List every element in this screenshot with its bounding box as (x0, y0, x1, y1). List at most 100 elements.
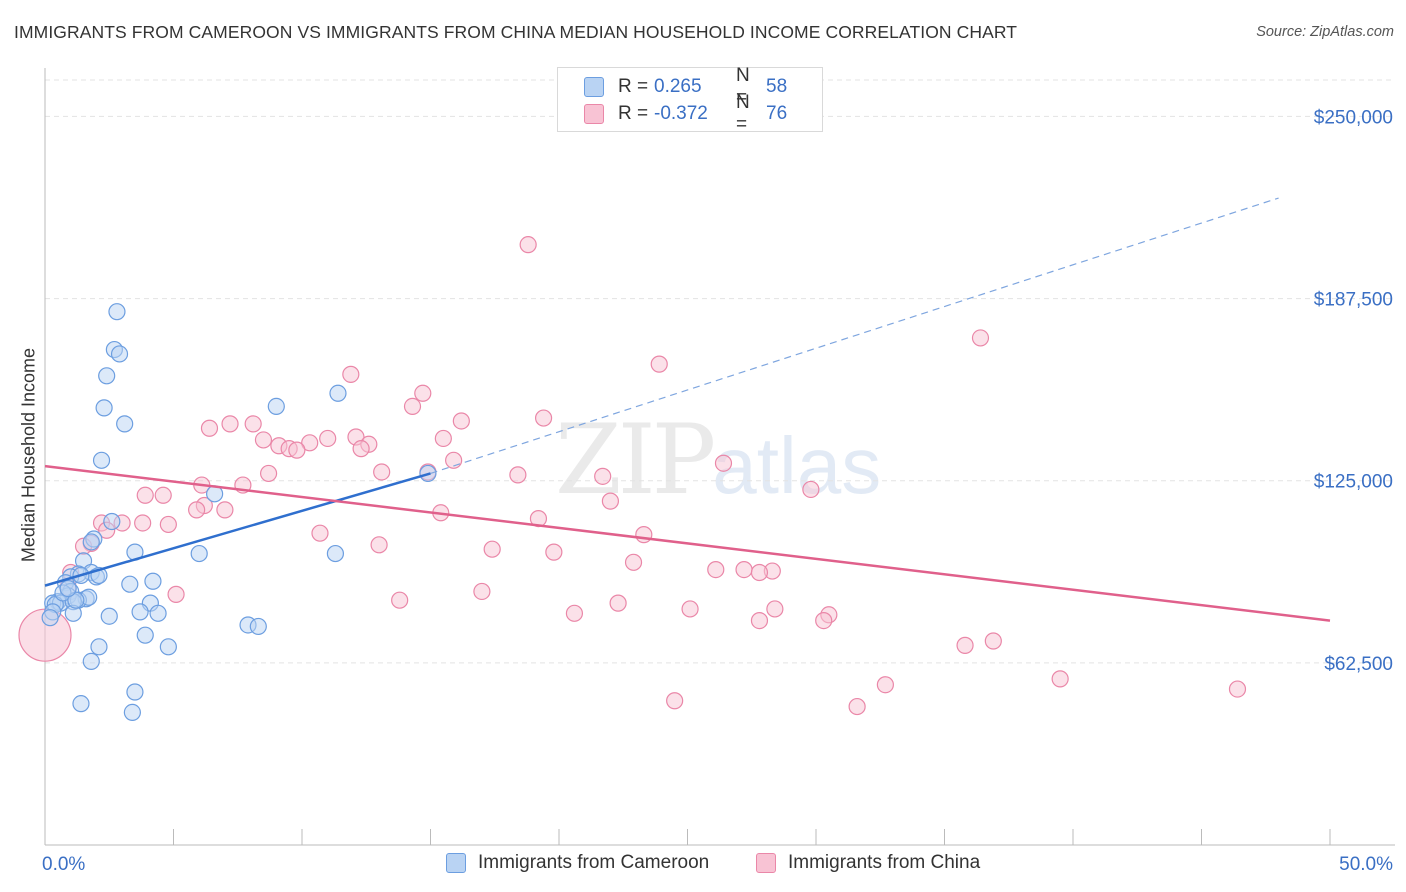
y-tick-label: $62,500 (1324, 654, 1393, 675)
legend-swatch-cameroon (584, 77, 604, 97)
x-tick-label: 50.0% (1339, 854, 1393, 875)
series-legend-china[interactable]: Immigrants from China (756, 852, 980, 874)
point-cameroon (144, 572, 162, 590)
point-china (545, 543, 563, 561)
point-cameroon (136, 626, 154, 644)
watermark-zip: ZIP (555, 404, 716, 516)
point-china (188, 501, 206, 519)
legend-n-value: 76 (766, 103, 788, 124)
y-tick-label: $125,000 (1314, 472, 1393, 493)
point-cameroon (98, 367, 116, 385)
point-china (414, 384, 432, 402)
point-china (434, 429, 452, 448)
point-cameroon (326, 544, 345, 563)
point-china (681, 600, 699, 618)
point-china (609, 594, 627, 612)
point-china (342, 365, 360, 383)
point-cameroon (72, 695, 90, 713)
point-china (1051, 670, 1069, 688)
point-china (403, 397, 422, 415)
legend-n-value: 58 (766, 76, 788, 97)
point-china (319, 429, 337, 448)
point-china (750, 611, 769, 630)
watermark-atlas: atlas (712, 421, 882, 510)
point-china (244, 415, 262, 433)
point-china (802, 480, 820, 499)
point-cameroon (103, 512, 121, 531)
point-china (848, 697, 866, 716)
legend-r-label: R = (618, 76, 649, 97)
legend-r-label: R = (618, 103, 649, 124)
point-cameroon (123, 703, 141, 722)
point-china (216, 501, 234, 519)
point-cameroon (159, 638, 177, 656)
point-china (473, 582, 491, 601)
point-cameroon (82, 652, 100, 671)
point-china (876, 676, 894, 694)
point-china (714, 454, 733, 472)
point-china (159, 515, 177, 534)
legend-row-china: R = -0.372 N = 76 (584, 92, 788, 135)
watermark: ZIPatlas (555, 404, 881, 516)
y-tick-label: $250,000 (1314, 107, 1393, 128)
point-cameroon (59, 579, 77, 598)
point-cameroon (108, 303, 126, 321)
point-china (370, 536, 388, 554)
legend-swatch-china (584, 104, 604, 124)
point-china (391, 591, 409, 609)
source-label: Source: ZipAtlas.com (1256, 24, 1394, 40)
point-cameroon (90, 638, 108, 656)
legend-n-label: N = (736, 92, 750, 135)
point-cameroon (126, 683, 144, 701)
series-legend-cameroon[interactable]: Immigrants from Cameroon (446, 852, 709, 874)
point-china (650, 355, 668, 373)
point-cameroon (121, 575, 139, 593)
legend-row-cameroon: R = 0.265 N = 58 (584, 65, 788, 108)
point-china (707, 560, 725, 579)
chart-title: IMMIGRANTS FROM CAMEROON VS IMMIGRANTS F… (14, 22, 1018, 42)
point-china (373, 463, 391, 481)
point-china (154, 486, 172, 504)
point-cameroon (249, 617, 267, 636)
point-china (134, 514, 152, 532)
trendline-china (44, 464, 1331, 622)
point-cameroon (100, 607, 118, 625)
point-china (259, 464, 278, 483)
point-china (311, 524, 329, 542)
point-cameroon (95, 399, 113, 417)
point-china (750, 563, 769, 582)
point-china (666, 692, 684, 710)
legend-r-value: 0.265 (654, 76, 702, 97)
y-tick-label: $187,500 (1314, 290, 1393, 311)
y-axis-label: Median Household Income (18, 347, 39, 563)
point-cameroon (149, 604, 167, 622)
series-swatch-china (756, 853, 776, 873)
legend-n-label: N = (736, 65, 750, 108)
point-china (601, 492, 620, 510)
series-label-cameroon: Immigrants from Cameroon (478, 852, 710, 873)
point-cameroon (131, 603, 149, 621)
point-china (519, 236, 537, 254)
point-cameroon (267, 397, 285, 415)
point-china (1228, 680, 1247, 698)
point-china (815, 611, 833, 630)
point-cameroon (92, 451, 111, 469)
point-china (984, 632, 1002, 650)
point-cameroon (329, 384, 347, 402)
point-china (483, 540, 501, 558)
point-china (766, 600, 784, 618)
point-china (352, 440, 370, 458)
trendline-cameroon (44, 472, 431, 587)
point-china (594, 467, 612, 485)
point-china (200, 419, 219, 437)
series-legend: Immigrants from Cameroon Immigrants from… (0, 852, 1406, 878)
legend-r-value: -0.372 (654, 103, 708, 124)
point-china (254, 431, 273, 449)
point-china (301, 434, 319, 452)
trendline-cameroon-extension (430, 197, 1279, 474)
point-china (624, 553, 643, 571)
point-cameroon (116, 415, 134, 433)
point-china (565, 604, 584, 622)
point-china (956, 636, 974, 654)
stats-legend: R = 0.265 N = 58 R = -0.372 N = 76 (557, 65, 823, 135)
